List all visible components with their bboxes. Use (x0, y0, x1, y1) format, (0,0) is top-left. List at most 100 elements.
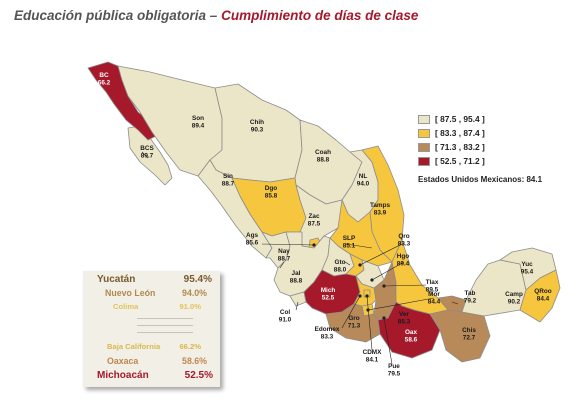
state-value-cdmx: 84.1 (366, 357, 379, 364)
legend-item: [ 83.3 , 87.4 ] (418, 126, 485, 140)
state-gro[interactable] (325, 303, 381, 343)
state-value-qro: 83.3 (398, 241, 411, 248)
state-label-mich: Mich (321, 287, 336, 294)
state-label-tamps: Tamps (370, 202, 391, 209)
state-value-pue: 79.5 (388, 371, 401, 378)
state-value-zac: 87.5 (308, 221, 321, 228)
legend-label: [ 71.3 , 83.2 ] (435, 142, 485, 152)
title-part-1: Educación pública obligatoria (14, 8, 207, 23)
state-value-chih: 90.3 (251, 127, 264, 134)
ranking-value: 66.2% (179, 342, 201, 351)
state-cdmx[interactable] (363, 289, 371, 298)
ranking-value: 94.0% (182, 288, 207, 298)
state-value-mich: 52.5 (322, 295, 335, 302)
state-value-ver: 85.3 (398, 319, 411, 326)
ranking-name: Baja California (107, 342, 161, 351)
state-camp[interactable] (461, 259, 527, 317)
state-value-bcs: 89.7 (141, 153, 154, 160)
ranking-name: Oaxaca (107, 356, 139, 366)
state-label-camp: Camp (505, 291, 523, 298)
ranking-divider (137, 325, 193, 326)
state-label-cdmx: CDMX (363, 349, 383, 356)
state-chis[interactable] (429, 309, 491, 363)
state-value-sin: 88.7 (222, 181, 235, 188)
state-label-chis: Chis (462, 327, 476, 334)
state-value-col: 91.0 (279, 317, 292, 324)
state-value-slp: 85.1 (343, 243, 356, 250)
state-value-dgo: 85.8 (265, 193, 278, 200)
legend-swatch (418, 156, 430, 166)
map-title: Educación pública obligatoria – Cumplimi… (14, 8, 418, 23)
ranking-row-bottom-1: Baja California 66.2% (83, 342, 220, 351)
legend-swatch (418, 114, 430, 124)
national-label: Estados Unidos Mexicanos: (418, 175, 525, 184)
state-qroo[interactable] (519, 269, 561, 323)
map-legend: [ 87.5 , 95.4 ] [ 83.3 , 87.4 ] [ 71.3 ,… (418, 112, 485, 168)
state-label-gro: Gro (348, 315, 359, 322)
state-value-nay: 88.7 (278, 256, 291, 263)
legend-item: [ 52.5 , 71.2 ] (418, 154, 485, 168)
state-value-gto: 88.0 (334, 267, 347, 274)
legend-label: [ 83.3 , 87.4 ] (435, 128, 485, 138)
ranking-row-top-3: Colima 91.0% (83, 302, 220, 311)
state-value-tab: 79.2 (464, 298, 477, 305)
state-value-camp: 90.2 (508, 299, 521, 306)
state-label-hgo: Hgo (397, 253, 410, 260)
national-value: Estados Unidos Mexicanos: 84.1 (418, 175, 542, 184)
state-label-nl: NL (359, 173, 368, 180)
ranking-name: Nuevo León (105, 288, 156, 298)
state-label-qro: Qro (398, 233, 409, 240)
legend-label: [ 52.5 , 71.2 ] (435, 156, 485, 166)
state-label-jal: Jal (292, 270, 301, 277)
state-value-hgo: 89.4 (397, 261, 410, 268)
state-label-chih: Chih (250, 119, 264, 126)
state-value-coah: 88.8 (317, 157, 330, 164)
state-value-mor: 84.4 (428, 299, 441, 306)
ranking-divider (137, 318, 193, 319)
state-label-nay: Nay (278, 248, 290, 255)
ranking-name: Yucatán (97, 274, 136, 285)
state-label-sin: Sin (223, 173, 233, 180)
state-label-slp: SLP (343, 235, 356, 242)
state-value-son: 89.4 (192, 123, 205, 130)
state-value-chis: 72.7 (463, 335, 476, 342)
state-label-coah: Coah (315, 149, 331, 156)
national-number: 84.1 (526, 175, 543, 184)
state-label-tab: Tab (465, 290, 476, 297)
ranking-value: 58.6% (182, 356, 207, 366)
ranking-value: 91.0% (179, 302, 201, 311)
state-label-mor: Mor (428, 291, 440, 298)
ranking-value: 52.5% (184, 370, 213, 381)
state-label-oax: Oax (405, 329, 418, 336)
state-value-oax: 58.6 (405, 337, 418, 344)
state-label-bcs: BCS (140, 145, 154, 152)
legend-swatch (418, 142, 430, 152)
state-value-qroo: 84.4 (537, 296, 550, 303)
ranking-row-bottom-3: Michoacán 52.5% (83, 370, 220, 381)
title-part-2: Cumplimiento de días de clase (221, 8, 419, 23)
ranking-name: Michoacán (97, 370, 149, 381)
state-label-ags: Ags (246, 232, 259, 239)
state-label-edomex: Edomex (315, 326, 340, 333)
ranking-name: Colima (113, 302, 139, 311)
state-label-zac: Zac (308, 213, 319, 220)
legend-item: [ 87.5 , 95.4 ] (418, 112, 485, 126)
ranking-value: 95.4% (183, 274, 212, 285)
state-value-tamps: 83.9 (374, 210, 387, 217)
legend-swatch (418, 128, 430, 138)
state-label-bc: BC (99, 72, 109, 79)
ranking-row-top-2: Nuevo León 94.0% (83, 288, 220, 298)
ranking-row-bottom-2: Oaxaca 58.6% (83, 356, 220, 366)
ranking-divider (137, 332, 193, 333)
state-label-gto: Gto (334, 259, 345, 266)
state-label-dgo: Dgo (265, 185, 278, 192)
state-label-ver: Ver (399, 311, 409, 318)
state-label-tlax: Tlax (426, 279, 439, 286)
state-value-nl: 94.0 (357, 181, 370, 188)
label-anchor-dots (312, 243, 386, 320)
state-label-pue: Pue (388, 363, 400, 370)
state-value-bc: 66.2 (98, 80, 111, 87)
legend-label: [ 87.5 , 95.4 ] (435, 114, 485, 124)
ranking-box: Yucatán 95.4% Nuevo León 94.0% Colima 91… (83, 271, 220, 387)
